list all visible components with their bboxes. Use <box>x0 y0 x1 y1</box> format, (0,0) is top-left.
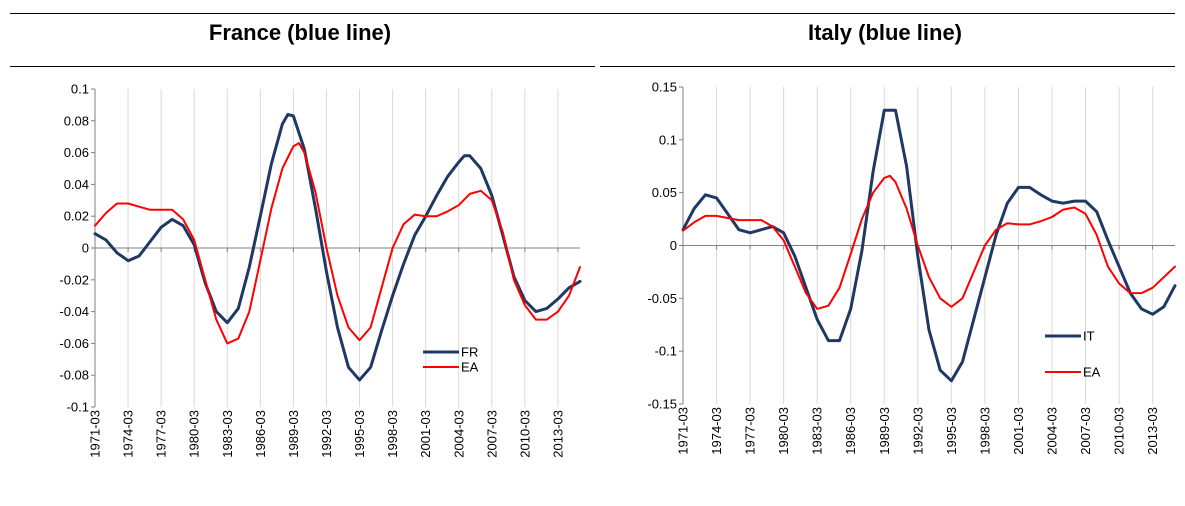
italy-x-tick-label: 1992-03 <box>910 407 925 455</box>
italy-y-tick-label: 0.05 <box>652 185 677 200</box>
italy-x-tick-label: 1995-03 <box>944 407 959 455</box>
italy-x-tick-label: 1998-03 <box>977 407 992 455</box>
italy-legend-label-it: IT <box>1083 329 1095 344</box>
france-x-tick-label: 2010-03 <box>517 410 532 458</box>
france-y-tick-label: -0.04 <box>59 304 89 319</box>
france-y-tick-label: -0.1 <box>67 400 89 415</box>
italy-y-tick-label: 0 <box>670 238 677 253</box>
italy-x-tick-label: 2004-03 <box>1045 407 1060 455</box>
france-y-tick-label: -0.02 <box>59 272 89 287</box>
italy-x-tick-label: 2007-03 <box>1078 407 1093 455</box>
italy-y-tick-label: -0.15 <box>647 397 677 412</box>
italy-x-tick-label: 1971-03 <box>676 407 691 455</box>
italy-panel-title: Italy (blue line) <box>807 20 963 45</box>
top-rule <box>10 13 1175 14</box>
italy-x-tick-label: 2013-03 <box>1145 407 1160 455</box>
france-legend-label-ea: EA <box>461 360 479 375</box>
france-x-tick-label: 1992-03 <box>319 410 334 458</box>
italy-y-tick-label: 0.15 <box>652 80 677 95</box>
france-x-tick-label: 2001-03 <box>418 410 433 458</box>
france-x-tick-label: 2004-03 <box>451 410 466 458</box>
italy-x-tick-label: 1980-03 <box>776 407 791 455</box>
france-y-tick-label: 0.04 <box>64 177 89 192</box>
italy-series-ea-line <box>682 174 1176 310</box>
france-y-tick-label: 0.1 <box>71 82 89 97</box>
france-x-tick-label: 1974-03 <box>121 410 136 458</box>
france-y-tick-label: 0 <box>82 241 89 256</box>
france-x-tick-label: 1995-03 <box>352 410 367 458</box>
france-y-tick-label: -0.06 <box>59 336 89 351</box>
italy-y-tick-label: -0.1 <box>655 344 677 359</box>
france-legend-label-fr: FR <box>461 345 478 360</box>
france-y-tick-label: -0.08 <box>59 368 89 383</box>
france-y-tick-label: 0.02 <box>64 209 89 224</box>
france-x-tick-label: 1986-03 <box>253 410 268 458</box>
france-x-tick-label: 2013-03 <box>550 410 565 458</box>
france-x-tick-label: 2007-03 <box>484 410 499 458</box>
france-x-tick-label: 1980-03 <box>187 410 202 458</box>
italy-x-tick-label: 1989-03 <box>877 407 892 455</box>
italy-series-it-line <box>681 108 1177 383</box>
italy-title-rule <box>600 66 1175 67</box>
italy-y-tick-label: 0.1 <box>659 132 677 147</box>
france-y-tick-label: 0.06 <box>64 145 89 160</box>
italy-x-tick-label: 1986-03 <box>843 407 858 455</box>
italy-x-tick-label: 2001-03 <box>1011 407 1026 455</box>
france-x-tick-label: 1977-03 <box>154 410 169 458</box>
france-title-rule <box>10 66 595 67</box>
france-x-tick-label: 1989-03 <box>286 410 301 458</box>
italy-x-tick-label: 1977-03 <box>743 407 758 455</box>
italy-x-tick-label: 1983-03 <box>810 407 825 455</box>
italy-x-tick-label: 1974-03 <box>709 407 724 455</box>
france-y-tick-label: 0.08 <box>64 113 89 128</box>
italy-x-tick-label: 2010-03 <box>1112 407 1127 455</box>
france-x-tick-label: 1971-03 <box>88 410 103 458</box>
france-x-tick-label: 1998-03 <box>385 410 400 458</box>
france-chart: 0.1 0.08 0.06 0.04 0.02 0 -0.02 -0.04 -0.06 -0.08… <box>59 82 582 458</box>
france-panel-title: France (blue line) <box>208 20 392 45</box>
italy-y-tick-label: -0.05 <box>647 291 677 306</box>
france-x-tick-label: 1983-03 <box>220 410 235 458</box>
italy-legend-label-ea: EA <box>1083 365 1101 380</box>
france-series-ea-line <box>94 142 581 345</box>
